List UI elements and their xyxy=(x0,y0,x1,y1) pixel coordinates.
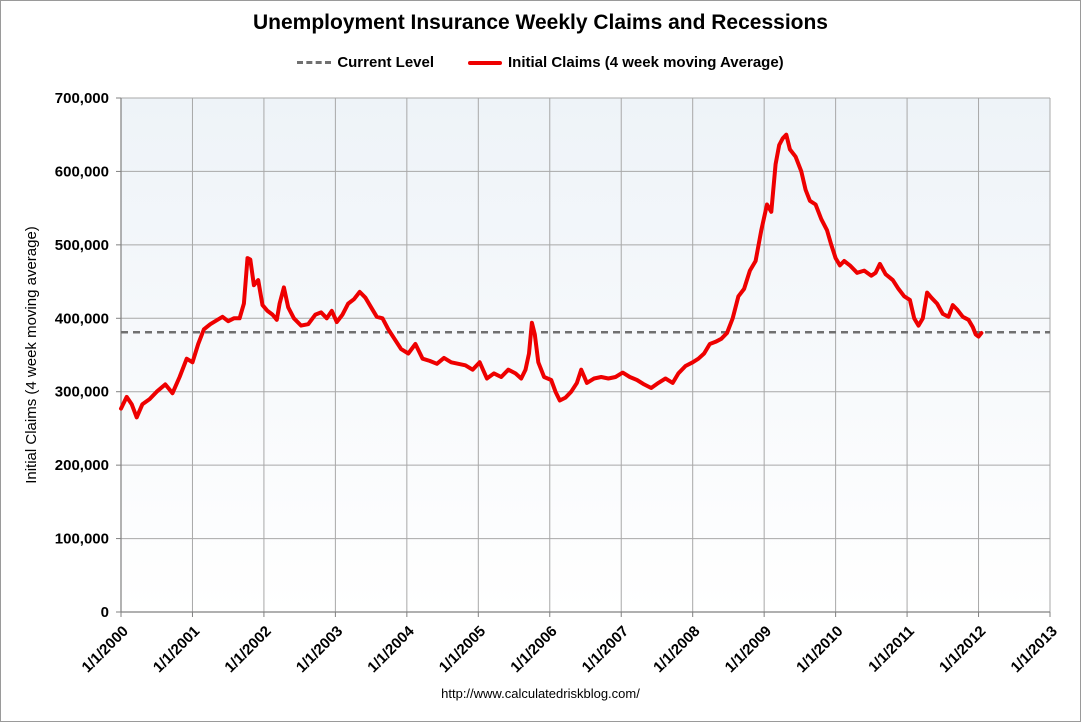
y-tick-label: 600,000 xyxy=(55,163,109,180)
y-tick-label: 300,000 xyxy=(55,384,109,401)
x-tick-label: 1/1/2012 xyxy=(936,623,989,676)
legend-label-current-level: Current Level xyxy=(337,54,435,71)
chart-legend: Current Level Initial Claims (4 week mov… xyxy=(0,54,1081,71)
y-tick-label: 200,000 xyxy=(55,457,109,474)
source-url: http://www.calculatedriskblog.com/ xyxy=(441,686,640,701)
legend-swatch-red xyxy=(468,60,503,65)
y-tick-label: 0 xyxy=(101,604,109,621)
legend-item-initial-claims: Initial Claims (4 week moving Average) xyxy=(468,54,784,71)
x-tick-label: 1/1/2013 xyxy=(1008,623,1061,676)
plot-area xyxy=(121,98,1050,612)
x-tick-label: 1/1/2004 xyxy=(364,622,418,676)
x-tick-label: 1/1/2002 xyxy=(221,623,274,676)
y-tick-label: 500,000 xyxy=(55,237,109,254)
y-tick-label: 100,000 xyxy=(55,531,109,548)
x-tick-label: 1/1/2011 xyxy=(865,623,918,676)
y-tick-label: 400,000 xyxy=(55,310,109,327)
x-tick-label: 1/1/2006 xyxy=(507,623,560,676)
y-axis-label: Initial Claims (4 week moving average) xyxy=(23,226,40,484)
x-tick-label: 1/1/2000 xyxy=(79,623,132,676)
legend-swatch-dashed xyxy=(297,61,332,64)
y-tick-label: 700,000 xyxy=(55,90,109,107)
x-tick-label: 1/1/2003 xyxy=(293,623,346,676)
chart-title: Unemployment Insurance Weekly Claims and… xyxy=(253,11,828,34)
x-tick-label: 1/1/2009 xyxy=(722,623,775,676)
x-tick-label: 1/1/2010 xyxy=(793,623,846,676)
x-tick-label: 1/1/2008 xyxy=(650,623,703,676)
legend-item-current-level: Current Level xyxy=(297,54,434,71)
initial-claims-line xyxy=(119,132,984,420)
legend-label-initial-claims: Initial Claims (4 week moving Average) xyxy=(508,54,784,71)
x-tick-label: 1/1/2007 xyxy=(579,623,632,676)
x-tick-label: 1/1/2005 xyxy=(436,623,489,676)
x-tick-label: 1/1/2001 xyxy=(150,623,203,676)
